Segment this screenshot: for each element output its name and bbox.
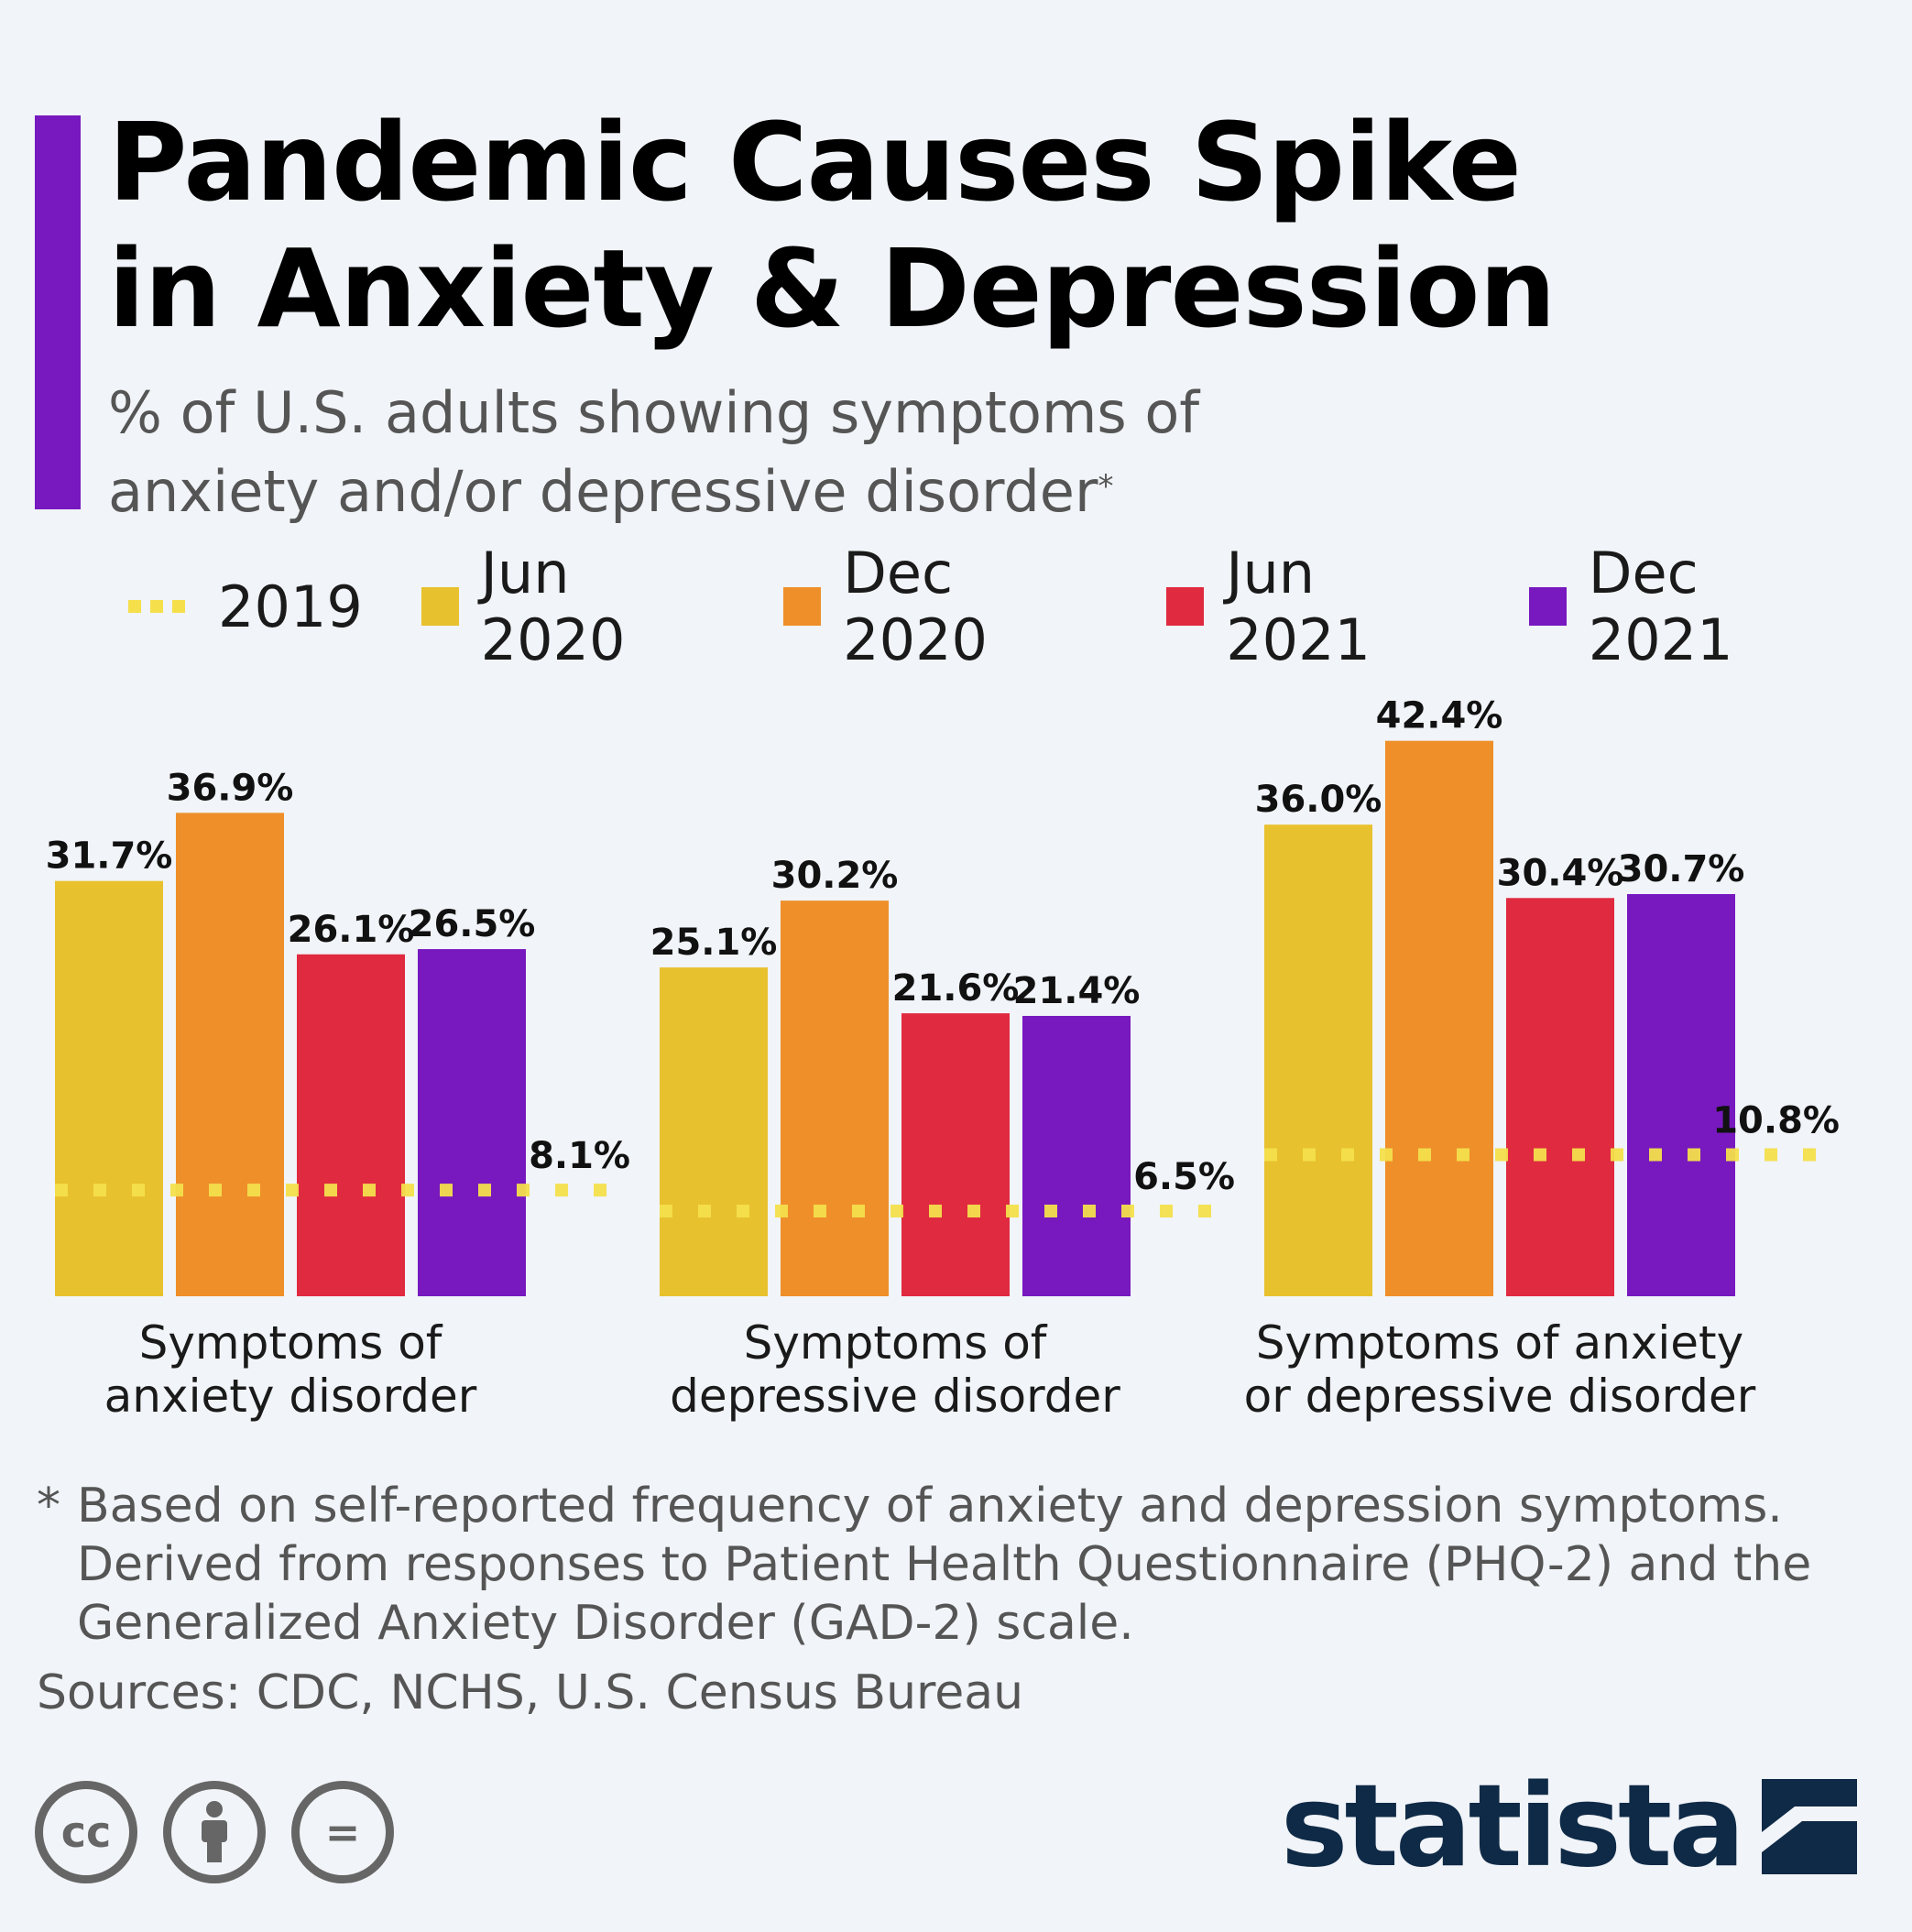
baseline-value-label: 8.1% [529,1135,630,1177]
statista-brand[interactable]: statista [1281,1770,1857,1883]
title-line-2: in Anxiety & Depression [108,225,1557,352]
legend-label: Dec 2021 [1588,540,1733,673]
legend-item: 2019 [128,573,363,640]
bar-value-label: 31.7% [46,835,173,878]
bar-value-label: 26.1% [288,909,415,951]
chart-subtitle: % of U.S. adults showing symptoms of anx… [108,374,1666,531]
bar-value-label: 36.9% [167,767,294,809]
legend-swatch [1166,587,1205,626]
bar [1506,898,1614,1296]
legend-dash-swatch [128,600,194,613]
footnote-line-1: Based on self-reported frequency of anxi… [77,1479,1783,1534]
bar-value-label: 21.6% [892,967,1020,1010]
bar [1022,1015,1131,1296]
bar-value-label: 21.4% [1013,970,1141,1012]
legend-label: 2019 [218,573,363,640]
bar [660,967,768,1296]
brand-name: statista [1280,1761,1745,1893]
bar [901,1013,1010,1296]
title-accent-bar [35,115,81,509]
footnote-text: Based on self-reported frequency of anxi… [77,1477,1811,1653]
legend-item: Jun 2021 [1166,540,1470,673]
bar [176,813,284,1296]
chart-title: Pandemic Causes Spike in Anxiety & Depre… [108,99,1849,352]
baseline-value-label: 6.5% [1133,1156,1235,1198]
category-label: or depressive disorder [1244,1370,1756,1423]
footnote: * Based on self-reported frequency of an… [37,1477,1851,1653]
statista-logo-icon [1762,1779,1857,1874]
bar [1385,740,1493,1296]
legend-label: Jun 2021 [1226,540,1371,673]
footnotes: * Based on self-reported frequency of an… [37,1477,1851,1653]
legend-swatch [1528,587,1567,626]
subtitle-line-1: % of U.S. adults showing symptoms of [108,379,1200,446]
person-icon [202,1801,227,1862]
bar [1627,893,1735,1296]
title-line-1: Pandemic Causes Spike [108,99,1522,225]
bar [1264,824,1372,1296]
legend-item: Jun 2020 [421,540,726,673]
footnote-line-2: Derived from responses to Patient Health… [77,1537,1812,1592]
cc-icon[interactable]: cc [35,1781,137,1883]
nd-icon[interactable]: = [291,1781,394,1883]
category-label: depressive disorder [670,1370,1120,1423]
legend-item: Dec 2021 [1528,540,1853,673]
bar [781,901,889,1296]
category-label: anxiety disorder [104,1370,477,1423]
legend-swatch [421,587,459,626]
footnote-line-3: Generalized Anxiety Disorder (GAD-2) sca… [77,1596,1134,1651]
bar-value-label: 30.4% [1497,852,1624,894]
bar-value-label: 30.2% [771,855,899,897]
bar-value-label: 26.5% [409,903,536,945]
bar-value-label: 30.7% [1618,848,1745,890]
bar-chart: 31.7%36.9%26.1%26.5%8.1%Symptoms ofanxie… [46,695,1840,1423]
baseline-value-label: 10.8% [1712,1100,1840,1142]
by-icon[interactable] [163,1781,266,1883]
chart-legend: 2019 Jun 2020 Dec 2020 Jun 2021 Dec 2021 [128,540,1912,673]
subtitle-footnote-mark: * [1098,468,1114,505]
subtitle-line-2-text: anxiety and/or depressive disorder [108,458,1098,525]
category-label: Symptoms of [744,1316,1048,1370]
legend-item: Dec 2020 [783,540,1108,673]
footnote-star: * [37,1479,60,1534]
category-label: Symptoms of anxiety [1256,1316,1743,1370]
license-icons: cc = [35,1781,420,1883]
bar-value-label: 42.4% [1376,695,1503,737]
bar [55,880,163,1296]
bar [297,954,405,1296]
legend-swatch [783,587,822,626]
bar [418,949,526,1296]
subtitle-line-2: anxiety and/or depressive disorder* [108,453,1666,531]
bar-value-label: 25.1% [650,922,778,964]
bar-value-label: 36.0% [1255,779,1382,821]
legend-label: Jun 2020 [480,540,626,673]
source-note: Sources: CDC, NCHS, U.S. Census Bureau [37,1665,1024,1720]
legend-label: Dec 2020 [843,540,988,673]
category-label: Symptoms of [139,1316,443,1370]
